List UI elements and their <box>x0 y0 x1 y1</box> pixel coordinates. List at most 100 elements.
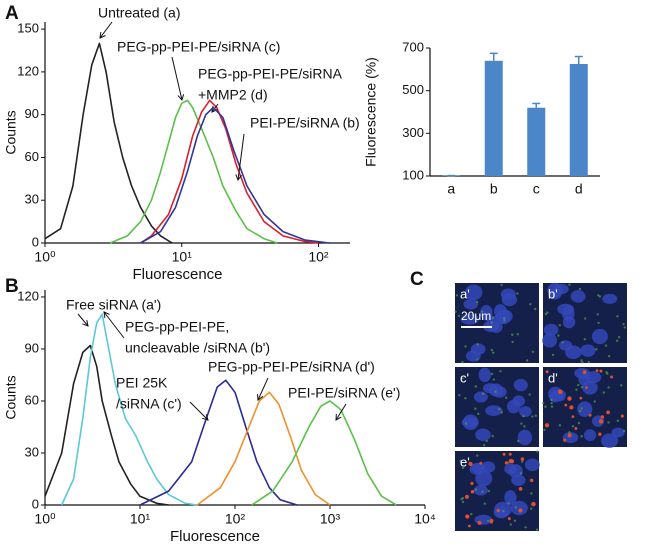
green-speck <box>500 283 503 287</box>
red-speck <box>564 403 568 407</box>
panel-label: B <box>5 276 19 297</box>
series-annotation: Untreated (a) <box>98 5 180 21</box>
series-annotation: PEI-PE/siRNA (b) <box>250 115 360 131</box>
micrograph-label: d' <box>548 370 558 385</box>
nucleus <box>601 433 619 448</box>
annotation-arrow <box>335 403 347 421</box>
green-speck <box>616 315 619 318</box>
green-speck <box>481 392 485 396</box>
x-axis-label: Fluorescence <box>170 528 260 545</box>
panel-label: A <box>5 3 19 24</box>
x-tick-label: 10⁰ <box>34 249 56 265</box>
green-speck <box>461 361 464 364</box>
nucleus <box>492 386 507 398</box>
green-speck <box>483 502 486 505</box>
nucleus <box>562 305 575 322</box>
nucleus <box>611 427 625 438</box>
green-speck <box>499 370 502 373</box>
red-speck <box>518 508 523 513</box>
red-speck <box>477 520 482 525</box>
y-axis-label: Counts <box>3 375 19 419</box>
green-speck <box>546 311 549 314</box>
nucleus <box>517 429 533 446</box>
x-tick-label: b <box>490 181 498 197</box>
green-speck <box>607 421 610 424</box>
red-speck <box>574 427 578 430</box>
green-speck <box>580 385 584 389</box>
red-speck <box>544 423 550 428</box>
green-speck <box>529 507 533 510</box>
series-annotation: PEG-pp-PEI-PE, <box>125 319 229 335</box>
nucleus <box>570 290 586 303</box>
red-speck <box>588 413 592 417</box>
panel-label: C <box>410 269 424 290</box>
micrograph <box>541 367 627 448</box>
green-speck <box>568 431 571 434</box>
red-speck <box>567 396 572 401</box>
green-speck <box>577 383 580 387</box>
green-speck <box>455 294 459 297</box>
series-annotation: PEI-PE/siRNA (e') <box>288 385 400 401</box>
series-annotation: +MMP2 (d) <box>198 87 268 103</box>
micrograph <box>455 367 539 447</box>
green-speck <box>550 402 553 405</box>
green-speck <box>571 424 575 428</box>
red-speck <box>470 490 475 494</box>
series-annotation: uncleavable /siRNA (b') <box>125 340 270 356</box>
red-speck <box>595 369 599 372</box>
histogram-line <box>196 391 331 506</box>
nucleus <box>472 462 485 474</box>
green-speck <box>480 310 484 313</box>
green-speck <box>511 340 514 344</box>
green-speck <box>523 425 526 428</box>
green-speck <box>520 460 524 463</box>
micrograph-label: e' <box>460 454 470 469</box>
histogram-line <box>109 99 278 244</box>
green-speck <box>494 390 497 393</box>
green-speck <box>616 419 620 422</box>
green-speck <box>454 310 457 313</box>
nucleus <box>474 514 493 525</box>
annotation-arrow <box>211 103 219 113</box>
nucleus <box>592 415 605 427</box>
nucleus <box>481 461 496 473</box>
green-speck <box>575 388 578 391</box>
green-speck <box>558 324 562 327</box>
red-speck <box>508 452 512 456</box>
arrow-head <box>257 393 264 401</box>
y-tick-label: 300 <box>402 125 424 140</box>
green-speck <box>544 405 547 408</box>
red-speck <box>465 494 469 499</box>
green-speck <box>557 334 560 337</box>
green-speck <box>516 292 519 295</box>
nucleus <box>519 406 532 418</box>
green-speck <box>606 372 609 375</box>
arrow-head <box>235 174 242 182</box>
arrow-head <box>99 31 106 39</box>
x-tick-label: 10⁰ <box>34 511 56 527</box>
green-speck <box>529 302 532 306</box>
annotation-arrow <box>237 133 245 181</box>
nucleus <box>543 323 559 336</box>
micrograph <box>542 282 627 364</box>
red-speck <box>571 415 575 419</box>
green-speck <box>524 526 527 529</box>
green-speck <box>459 459 462 463</box>
green-speck <box>597 321 600 325</box>
red-speck <box>599 369 603 373</box>
green-speck <box>491 434 494 438</box>
green-speck <box>507 502 510 505</box>
green-speck <box>461 500 465 504</box>
green-speck <box>579 409 582 413</box>
series-annotation: Free siRNA (a') <box>66 297 161 313</box>
green-speck <box>500 411 503 414</box>
green-speck <box>520 422 523 425</box>
green-speck <box>509 523 512 526</box>
red-speck <box>598 432 602 436</box>
red-speck <box>610 375 614 379</box>
green-speck <box>558 424 562 427</box>
green-speck <box>492 378 496 381</box>
green-speck <box>577 421 581 425</box>
green-speck <box>476 454 479 457</box>
